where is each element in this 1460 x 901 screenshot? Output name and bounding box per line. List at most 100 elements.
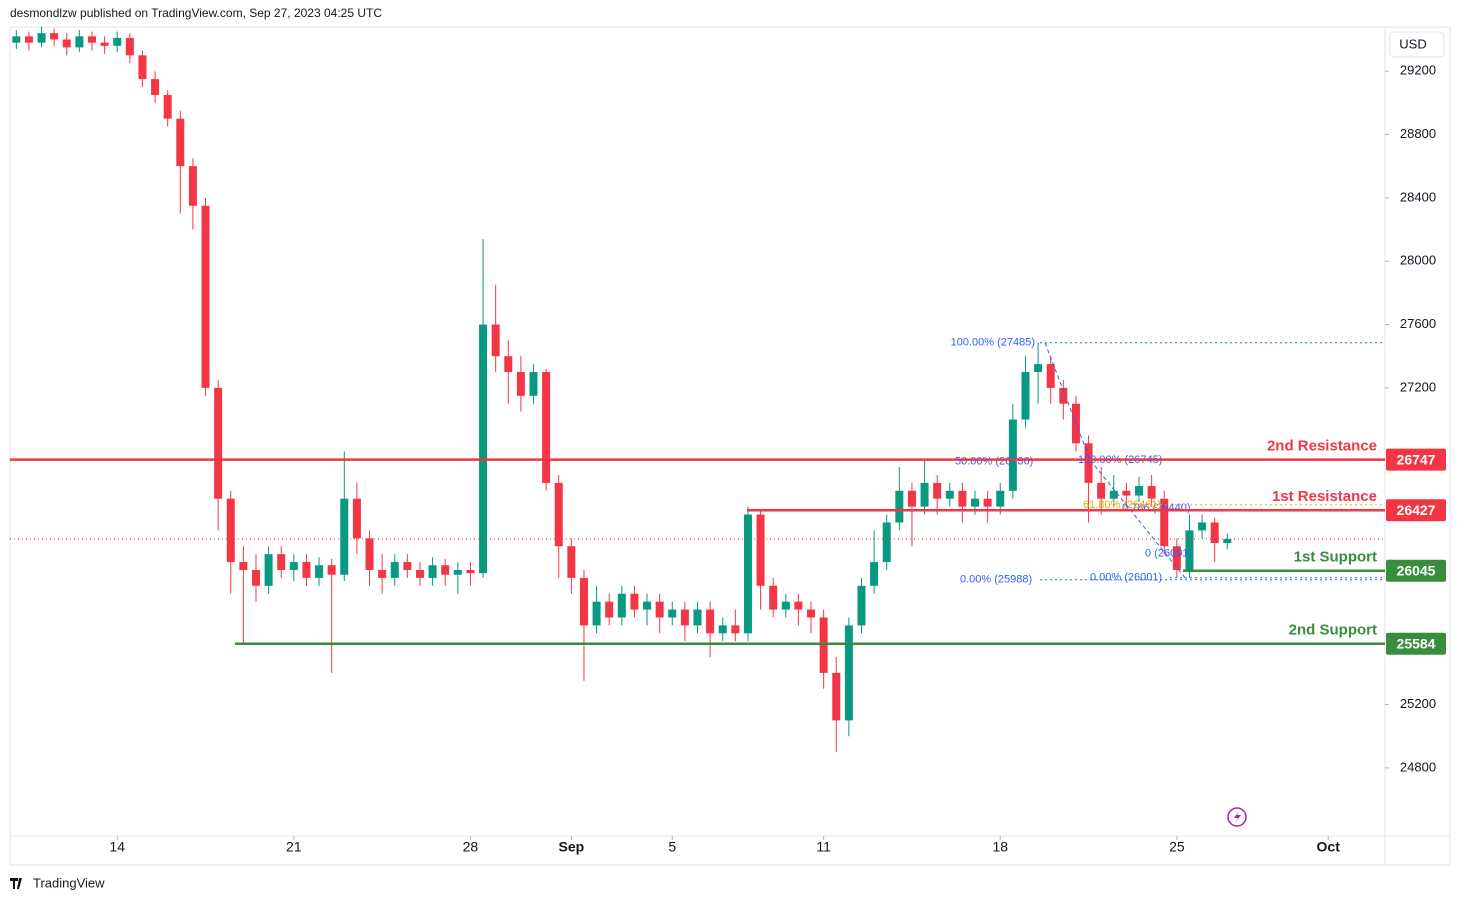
fib-label: 61.80% (26461) xyxy=(1083,499,1161,511)
candle-body xyxy=(62,39,71,48)
candle-body xyxy=(567,546,576,578)
candle-body xyxy=(1147,486,1156,499)
y-tick-label: 24800 xyxy=(1400,759,1436,774)
level-price-label: 26427 xyxy=(1397,502,1436,518)
candle-body xyxy=(1135,486,1144,496)
footer-brand: TradingView xyxy=(33,875,105,890)
candle-body xyxy=(882,522,891,563)
level-price-label: 26045 xyxy=(1397,562,1436,578)
candle-body xyxy=(453,569,462,575)
candle-body xyxy=(50,33,59,40)
currency-button[interactable] xyxy=(1389,31,1445,58)
candle-body xyxy=(554,482,563,547)
candle-body xyxy=(151,79,160,95)
level-price-box xyxy=(1386,448,1446,471)
candle-body xyxy=(75,36,84,48)
candle-body xyxy=(1185,530,1194,570)
candle-body xyxy=(668,609,677,618)
level-price-box xyxy=(1386,559,1446,582)
candle-body xyxy=(24,36,33,43)
candle-body xyxy=(1008,419,1017,491)
candle-body xyxy=(428,565,437,578)
candle-body xyxy=(1223,538,1232,544)
candle-body xyxy=(844,625,853,721)
candle-body xyxy=(100,42,109,46)
candle-body xyxy=(529,372,538,396)
candle-body xyxy=(378,569,387,578)
candle-body xyxy=(441,565,450,575)
candle-body xyxy=(504,356,513,373)
candle-body xyxy=(264,554,273,586)
candle-body xyxy=(1109,490,1118,499)
candle-body xyxy=(958,490,967,507)
level-price-box xyxy=(1386,632,1446,655)
candle-body xyxy=(226,498,235,563)
y-tick-label: 28400 xyxy=(1400,189,1436,204)
candle-body xyxy=(1084,443,1093,483)
y-tick-label: 27200 xyxy=(1400,379,1436,394)
candle-body xyxy=(743,514,752,634)
logo-mark xyxy=(10,878,22,889)
candle-body xyxy=(794,601,803,610)
candle-body xyxy=(1198,522,1207,531)
y-tick-label: 29200 xyxy=(1400,63,1436,78)
level-name: 1st Support xyxy=(1294,549,1377,566)
candle-body xyxy=(1046,364,1055,388)
y-tick-label: 28000 xyxy=(1400,253,1436,268)
candle-body xyxy=(390,562,399,578)
candle-body xyxy=(12,36,21,43)
candle-body xyxy=(693,609,702,626)
candle-body xyxy=(857,585,866,626)
fib-label: 0.00% (26001) xyxy=(1090,572,1162,584)
candle-body xyxy=(479,324,488,574)
candle-body xyxy=(1034,364,1043,373)
candle-body xyxy=(592,601,601,626)
candle-body xyxy=(971,498,980,507)
candle-body xyxy=(214,387,223,499)
candle-body xyxy=(516,372,525,396)
candle-body xyxy=(1210,522,1219,544)
x-tick-label: 5 xyxy=(668,839,676,855)
x-tick-label: 21 xyxy=(286,839,302,855)
fib-label: 100.00% (27485) xyxy=(951,337,1035,349)
candle-body xyxy=(415,569,424,578)
candle-body xyxy=(188,166,197,206)
candle-body xyxy=(907,490,916,507)
candle-body xyxy=(1122,490,1131,496)
candle-body xyxy=(1059,387,1068,404)
candle-body xyxy=(983,498,992,507)
level-price-label: 26747 xyxy=(1397,451,1436,467)
x-tick-label: 14 xyxy=(109,839,125,855)
x-tick-label: Oct xyxy=(1317,839,1341,855)
candle-body xyxy=(542,372,551,483)
candle-body xyxy=(239,562,248,570)
y-tick-label: 27600 xyxy=(1400,316,1436,331)
candle-body xyxy=(176,118,185,167)
candle-body xyxy=(302,562,311,578)
candle-body xyxy=(466,569,475,574)
x-tick-label: 25 xyxy=(1169,839,1185,855)
candle-body xyxy=(617,593,626,618)
x-tick-label: 11 xyxy=(816,839,831,855)
candle-body xyxy=(643,601,652,610)
candle-body xyxy=(251,569,260,586)
candle-body xyxy=(315,565,324,578)
candle-body xyxy=(630,593,639,610)
candle-body xyxy=(895,490,904,523)
x-tick-label: 18 xyxy=(992,839,1008,855)
fib-label: 50.00% (26736) xyxy=(955,455,1033,467)
level-price-box xyxy=(1386,499,1446,522)
candle-body xyxy=(201,205,210,388)
candle-body xyxy=(1097,482,1106,499)
candle-body xyxy=(920,482,929,507)
candle-body xyxy=(1172,546,1181,570)
candle-body xyxy=(87,36,96,43)
candle-body xyxy=(718,625,727,634)
candle-body xyxy=(680,609,689,626)
level-name: 2nd Resistance xyxy=(1267,438,1377,455)
level-name: 2nd Support xyxy=(1289,622,1377,639)
tradingview-logo: TradingView xyxy=(10,875,105,890)
candle-body xyxy=(163,94,172,119)
